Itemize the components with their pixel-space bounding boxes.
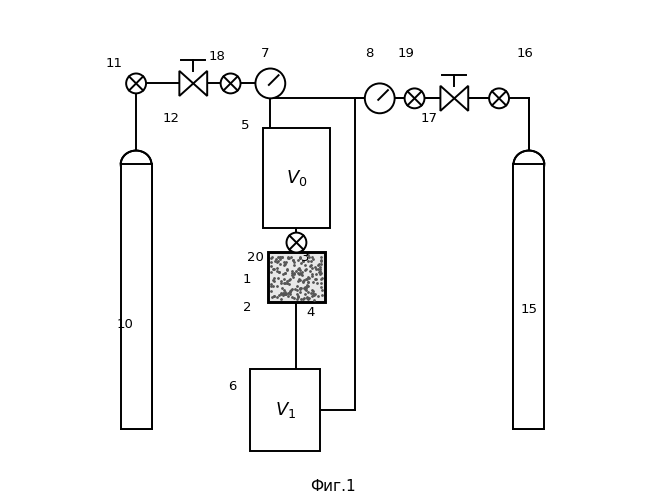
Polygon shape: [454, 86, 468, 111]
Bar: [513, 164, 545, 429]
Bar: [263, 128, 330, 228]
Circle shape: [255, 68, 285, 98]
Circle shape: [221, 74, 241, 94]
Polygon shape: [180, 71, 194, 96]
Text: 5: 5: [241, 119, 250, 132]
Text: 6: 6: [228, 380, 236, 393]
Circle shape: [489, 88, 509, 108]
Text: 15: 15: [521, 303, 537, 316]
Circle shape: [365, 84, 394, 114]
Bar: [268, 252, 325, 302]
Text: 3: 3: [301, 251, 309, 264]
Text: 17: 17: [421, 112, 438, 124]
Text: 10: 10: [116, 318, 133, 331]
Polygon shape: [194, 71, 207, 96]
Text: 1: 1: [243, 274, 251, 286]
Text: 20: 20: [247, 251, 264, 264]
Text: 16: 16: [517, 47, 534, 60]
Text: Фиг.1: Фиг.1: [310, 478, 355, 494]
Bar: [513, 164, 545, 430]
Text: 18: 18: [208, 50, 225, 62]
Bar: [513, 164, 545, 429]
Text: 7: 7: [261, 47, 269, 60]
Bar: [120, 164, 152, 430]
Text: 19: 19: [398, 47, 414, 60]
Text: 11: 11: [105, 57, 122, 70]
Bar: [120, 164, 152, 429]
Text: $V_0$: $V_0$: [286, 168, 307, 188]
Ellipse shape: [513, 150, 545, 178]
Polygon shape: [440, 86, 454, 111]
Text: $V_1$: $V_1$: [275, 400, 296, 420]
Circle shape: [126, 74, 146, 94]
Bar: [120, 164, 152, 429]
Ellipse shape: [120, 150, 152, 178]
Text: 12: 12: [162, 112, 180, 124]
Circle shape: [404, 88, 424, 108]
Bar: [251, 370, 320, 452]
Text: 8: 8: [366, 47, 374, 60]
Circle shape: [287, 232, 307, 252]
Text: 4: 4: [306, 306, 315, 318]
Text: 2: 2: [243, 300, 251, 314]
